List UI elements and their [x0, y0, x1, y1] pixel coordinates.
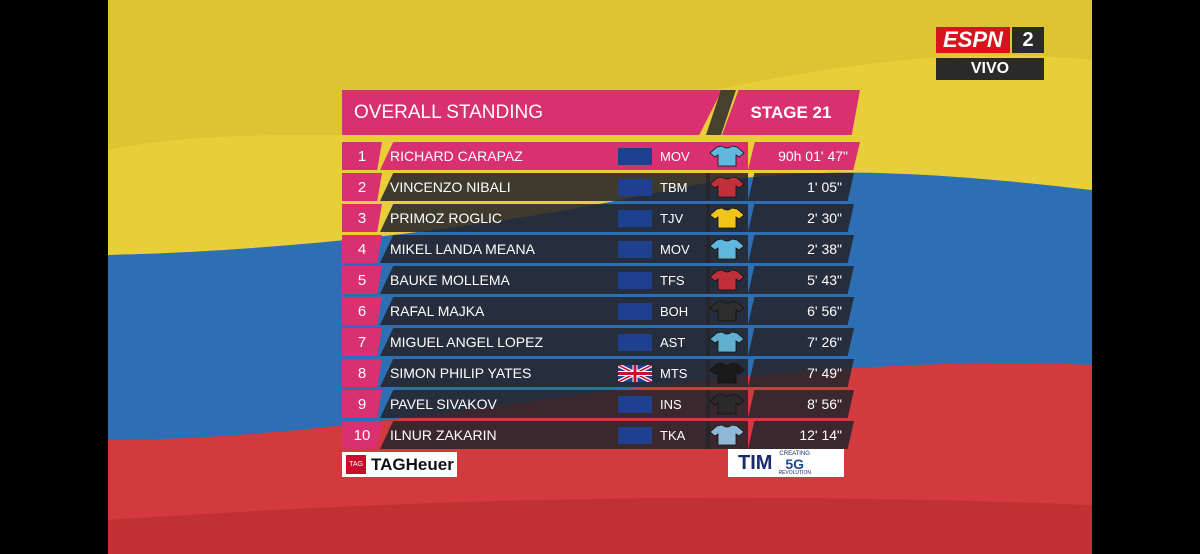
jersey-icon — [709, 300, 745, 322]
country-flag — [618, 365, 652, 382]
team-code: AST — [660, 334, 686, 350]
gap-time: 90h 01' 47" — [748, 142, 860, 170]
jersey-icon — [709, 176, 745, 198]
jersey-icon — [709, 238, 745, 260]
team-jersey — [706, 390, 748, 418]
team-jersey — [706, 328, 748, 356]
tim-brand: TIM — [738, 451, 773, 474]
rank-cell: 4 — [342, 235, 382, 263]
team-code: INS — [660, 396, 682, 412]
gap-time: 8' 56" — [748, 390, 854, 418]
rider-name: MIKEL LANDA MEANA — [380, 235, 710, 263]
jersey-icon — [709, 269, 745, 291]
stage-label: STAGE 21 — [722, 90, 860, 135]
tag-brand: TAGHeuer — [371, 454, 454, 474]
tim-top: CREATING — [779, 450, 810, 457]
gap-time: 7' 26" — [748, 328, 854, 356]
team-jersey — [706, 297, 748, 325]
team-code: BOH — [660, 303, 689, 319]
jersey-icon — [709, 393, 745, 415]
jersey-icon — [709, 424, 745, 446]
team-jersey — [706, 173, 748, 201]
gap-time: 1' 05" — [748, 173, 854, 201]
tim-bottom: REVOLUTION — [778, 469, 811, 476]
gap-time: 6' 56" — [748, 297, 854, 325]
country-flag — [618, 303, 652, 320]
team-code: TBM — [660, 179, 688, 195]
rider-name: PAVEL SIVAKOV — [380, 390, 710, 418]
rider-name: PRIMOZ ROGLIC — [380, 204, 710, 232]
rank-cell: 7 — [342, 328, 382, 356]
rider-name: ILNUR ZAKARIN — [380, 421, 710, 449]
country-flag — [618, 427, 652, 444]
jersey-icon — [709, 331, 745, 353]
country-flag — [618, 241, 652, 258]
rank-cell: 3 — [342, 204, 382, 232]
country-flag — [618, 148, 652, 165]
country-flag — [618, 272, 652, 289]
gap-time: 5' 43" — [748, 266, 854, 294]
rider-name: SIMON PHILIP YATES — [380, 359, 710, 387]
team-code: MOV — [660, 148, 690, 164]
team-jersey — [706, 235, 748, 263]
uk-flag — [618, 365, 652, 382]
rider-name: RICHARD CARAPAZ — [380, 142, 710, 170]
rank-cell: 5 — [342, 266, 382, 294]
rider-name: MIGUEL ANGEL LOPEZ — [380, 328, 710, 356]
team-jersey — [706, 204, 748, 232]
country-flag — [618, 334, 652, 351]
team-code: MOV — [660, 241, 690, 257]
tag-badge: TAG — [346, 455, 366, 474]
standing-title: OVERALL STANDING — [342, 90, 722, 135]
country-flag — [618, 396, 652, 413]
channel-number: 2 — [1012, 27, 1044, 53]
team-jersey — [706, 266, 748, 294]
tim-5g: CREATING 5G REVOLUTION — [778, 451, 811, 476]
flag-red-shade — [108, 497, 1092, 554]
rank-cell: 9 — [342, 390, 382, 418]
team-jersey — [706, 142, 748, 170]
team-jersey — [706, 421, 748, 449]
rank-cell: 8 — [342, 359, 382, 387]
team-code: TFS — [660, 272, 685, 288]
live-label: VIVO — [936, 58, 1044, 80]
country-flag — [618, 210, 652, 227]
gap-time: 7' 49" — [748, 359, 854, 387]
gap-time: 2' 38" — [748, 235, 854, 263]
gap-time: 12' 14" — [748, 421, 854, 449]
jersey-icon — [709, 362, 745, 384]
tim-logo: TIM CREATING 5G REVOLUTION — [728, 449, 844, 477]
rank-cell: 6 — [342, 297, 382, 325]
team-code: MTS — [660, 365, 688, 381]
tim-5g-text: 5G — [785, 455, 805, 472]
jersey-icon — [709, 207, 745, 229]
team-jersey — [706, 359, 748, 387]
rank-cell: 10 — [342, 421, 382, 449]
rider-name: BAUKE MOLLEMA — [380, 266, 710, 294]
team-code: TKA — [660, 427, 686, 443]
team-code: TJV — [660, 210, 684, 226]
rank-cell: 1 — [342, 142, 382, 170]
rider-name: VINCENZO NIBALI — [380, 173, 710, 201]
rider-name: RAFAL MAJKA — [380, 297, 710, 325]
jersey-icon — [709, 145, 745, 167]
rank-cell: 2 — [342, 173, 382, 201]
country-flag — [618, 179, 652, 196]
tag-heuer-logo: TAG TAGHeuer — [342, 452, 457, 477]
espn-logo: ESPN — [936, 27, 1010, 53]
gap-time: 2' 30" — [748, 204, 854, 232]
